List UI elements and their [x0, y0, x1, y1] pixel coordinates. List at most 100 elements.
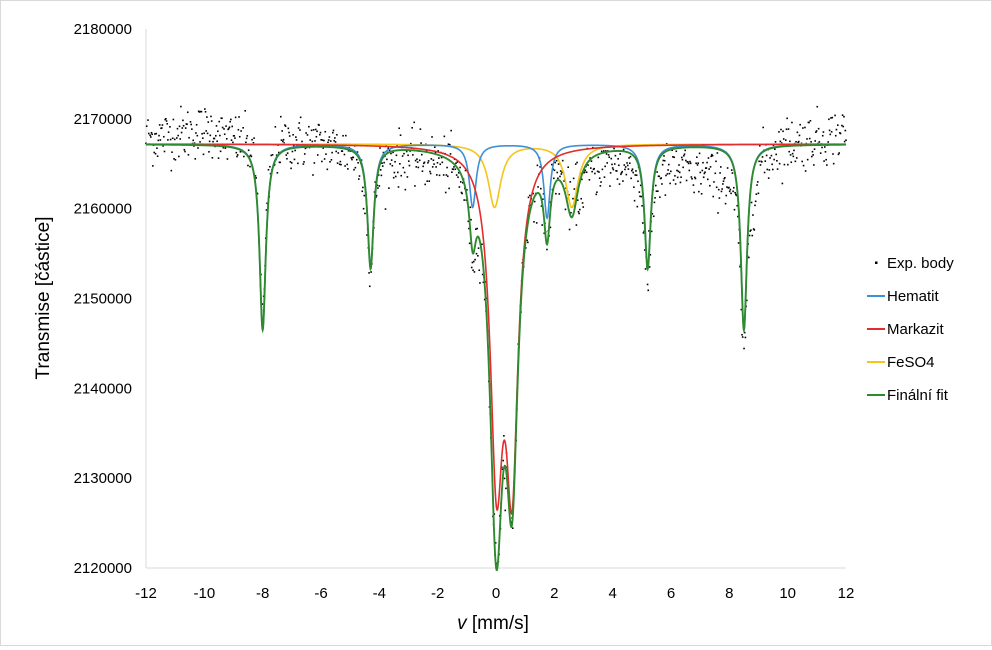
exp-data-point — [474, 258, 476, 261]
exp-data-point — [711, 153, 713, 156]
exp-data-point — [441, 161, 444, 164]
exp-data-point — [693, 176, 696, 179]
exp-data-point — [267, 168, 270, 171]
exp-data-point — [763, 171, 766, 174]
exp-data-point — [461, 192, 463, 195]
exp-data-point — [689, 162, 692, 165]
exp-data-point — [431, 136, 433, 138]
exp-data-point — [776, 159, 778, 162]
exp-data-point — [377, 174, 380, 176]
exp-data-point — [621, 170, 624, 173]
exp-data-point — [351, 158, 353, 161]
exp-data-point — [834, 134, 837, 137]
exp-data-point — [611, 167, 614, 169]
exp-data-point — [199, 141, 201, 143]
exp-data-point — [403, 171, 406, 174]
exp-data-point — [693, 191, 695, 194]
exp-data-point — [794, 160, 797, 163]
exp-data-point — [315, 135, 318, 138]
exp-data-point — [304, 147, 307, 150]
series-line-fin-ln-fit — [145, 143, 846, 572]
exp-data-point — [352, 156, 355, 159]
exp-data-point — [388, 187, 390, 189]
exp-data-point — [339, 160, 342, 163]
exp-data-point — [318, 124, 320, 126]
x-axis-title: v [mm/s] — [457, 613, 529, 634]
exp-data-point — [226, 158, 229, 160]
exp-data-point — [345, 134, 347, 137]
exp-data-point — [830, 117, 832, 119]
exp-data-point — [819, 152, 822, 154]
exp-data-point — [751, 234, 754, 237]
exp-data-point — [711, 154, 714, 157]
exp-data-point — [842, 125, 845, 128]
exp-data-point — [301, 140, 303, 143]
exp-data-point — [843, 140, 846, 143]
exp-data-point — [195, 123, 198, 126]
exp-data-point — [722, 183, 724, 185]
exp-data-point — [238, 135, 241, 138]
exp-data-point — [196, 134, 199, 137]
exp-data-point — [427, 160, 430, 162]
exp-data-point — [774, 141, 777, 143]
exp-data-point — [654, 197, 656, 199]
x-tick-label: 8 — [725, 585, 733, 602]
exp-data-point — [574, 163, 577, 165]
exp-data-point — [221, 126, 224, 129]
exp-data-point — [837, 153, 840, 156]
exp-data-point — [481, 243, 483, 246]
exp-data-point — [804, 126, 806, 129]
exp-data-point — [473, 271, 476, 273]
exp-data-point — [182, 119, 184, 122]
exp-data-point — [394, 175, 397, 178]
exp-data-point — [438, 174, 441, 177]
exp-data-point — [647, 289, 650, 292]
exp-data-point — [697, 162, 699, 164]
exp-data-point — [775, 153, 778, 156]
exp-data-point — [288, 131, 290, 134]
exp-data-point — [674, 175, 676, 177]
exp-data-point — [347, 149, 350, 152]
exp-data-point — [605, 150, 607, 152]
exp-data-point — [655, 190, 658, 193]
exp-data-point — [458, 186, 461, 188]
exp-data-point — [335, 150, 338, 153]
exp-data-point — [815, 130, 818, 132]
exp-data-point — [197, 147, 199, 149]
exp-data-point — [683, 154, 685, 157]
exp-data-point — [228, 127, 230, 130]
exp-data-point — [313, 162, 316, 164]
exp-data-point — [422, 165, 424, 168]
exp-data-point — [174, 158, 177, 161]
exp-data-point — [629, 155, 632, 158]
exp-data-point — [650, 230, 653, 233]
exp-data-point — [180, 131, 183, 134]
exp-data-point — [239, 150, 242, 153]
exp-data-point — [227, 128, 229, 131]
exp-data-point — [649, 253, 652, 256]
exp-data-point — [158, 124, 161, 126]
x-tick-label: -4 — [373, 585, 386, 602]
exp-data-point — [540, 205, 543, 207]
exp-data-point — [468, 242, 471, 245]
exp-data-point — [289, 161, 292, 163]
exp-data-point — [189, 121, 192, 123]
exp-data-point — [210, 120, 213, 122]
exp-data-point — [607, 154, 610, 156]
exp-data-point — [734, 191, 736, 194]
x-axis-unit: [mm/s] — [467, 613, 529, 634]
exp-data-point — [299, 129, 301, 131]
exp-data-point — [737, 215, 739, 218]
exp-data-point — [726, 167, 729, 169]
exp-data-point — [678, 171, 681, 174]
exp-data-point — [816, 105, 819, 108]
exp-data-point — [314, 128, 317, 131]
exp-data-point — [247, 149, 250, 152]
exp-data-point — [590, 160, 593, 162]
exp-data-point — [232, 141, 234, 144]
exp-data-point — [415, 166, 418, 168]
exp-data-point — [706, 178, 709, 181]
y-tick-label: 2160000 — [74, 201, 132, 218]
exp-data-point — [184, 150, 186, 153]
exp-data-point — [752, 214, 754, 216]
